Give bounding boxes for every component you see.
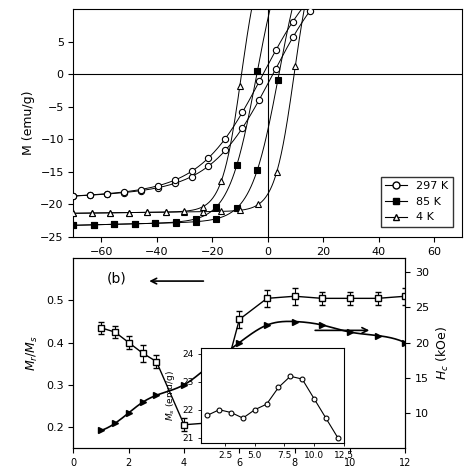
Y-axis label: $M_r/M_s$: $M_r/M_s$: [25, 335, 40, 371]
Legend: 297 K, 85 K, 4 K: 297 K, 85 K, 4 K: [381, 177, 453, 227]
Y-axis label: $H_c$ (kOe): $H_c$ (kOe): [435, 326, 451, 380]
Y-axis label: $M_s$ (emu/g): $M_s$ (emu/g): [164, 370, 177, 421]
Y-axis label: M (emu/g): M (emu/g): [22, 91, 35, 155]
X-axis label: H (kOe): H (kOe): [238, 262, 298, 276]
Text: (b): (b): [107, 272, 127, 286]
